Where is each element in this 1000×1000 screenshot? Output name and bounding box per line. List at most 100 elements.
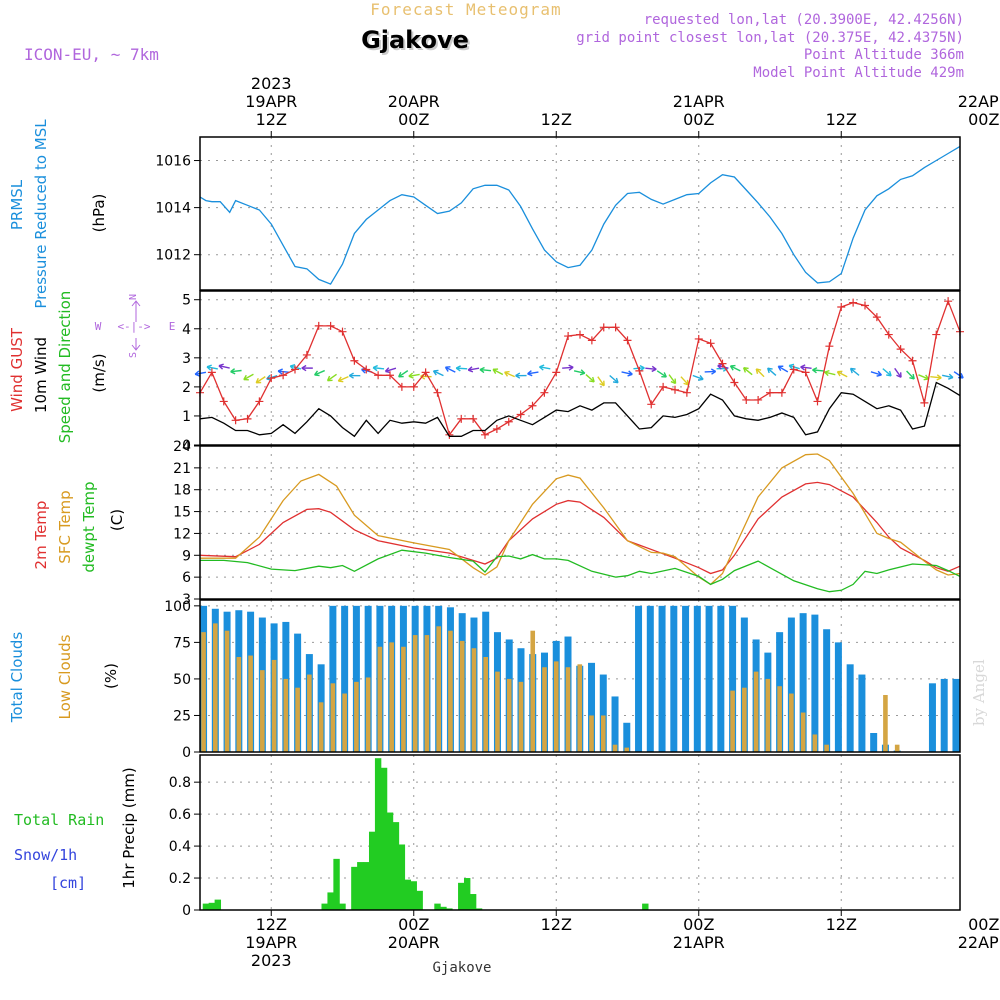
gust-marker: [730, 378, 739, 387]
temp-unit: (C): [108, 509, 126, 531]
total-rain-label: Total Rain: [14, 811, 104, 829]
gust-marker: [659, 382, 668, 391]
ytick-label: 9: [182, 548, 191, 564]
precip-bar: [333, 858, 340, 910]
wind-direction-arrow: [408, 373, 420, 377]
gust-marker: [243, 414, 252, 423]
wind-direction-arrow: [882, 368, 892, 377]
wind-arrow-head: [589, 376, 595, 383]
precip-axis-label: 1hr Precip (mm): [120, 767, 138, 888]
gust-marker: [754, 395, 763, 404]
gust-marker: [682, 388, 691, 397]
low-cloud-bar: [765, 678, 771, 752]
low-cloud-bar: [800, 712, 806, 752]
wind-arrow-head: [948, 373, 954, 380]
wind-direction-arrow: [385, 367, 397, 373]
low-cloud-bar: [412, 635, 418, 752]
ytick-label: 0.4: [169, 839, 191, 855]
bottom-time-label: 12Z: [826, 915, 857, 934]
precip-bar: [475, 908, 483, 910]
wind-direction-arrow: [837, 371, 848, 378]
ytick-label: 21: [173, 461, 191, 477]
total-cloud-bar: [352, 605, 360, 752]
low-cloud-bar: [789, 693, 794, 752]
precip-bar: [404, 879, 412, 910]
wind-arrow-head: [755, 368, 762, 374]
gust-marker: [445, 430, 454, 439]
wind-arrow-head: [698, 374, 704, 381]
low-cloud-bar: [753, 671, 759, 752]
wind-arrow-head: [836, 370, 843, 377]
top-time-label: 19APR: [245, 92, 297, 111]
precip-bar: [357, 862, 364, 910]
wind-direction-arrow: [812, 369, 824, 372]
gust-marker: [528, 401, 537, 410]
bottom-time-label: 19APR: [245, 933, 297, 952]
bottom-caption: Gjakove: [432, 960, 491, 976]
wind-arrow-head: [661, 372, 667, 378]
wind-arrow-head: [515, 372, 521, 379]
wind-direction-arrow: [206, 366, 218, 370]
wind-arrow-head: [218, 363, 224, 370]
wind-direction-arrow: [609, 375, 619, 384]
wind-direction-arrow: [479, 368, 492, 372]
precip-bar: [469, 894, 477, 910]
gust-marker: [861, 301, 869, 310]
total-cloud-bar: [341, 605, 349, 752]
t2m-label: 2m Temp: [32, 501, 50, 570]
gust-marker: [872, 313, 881, 322]
low-cloud-bar: [565, 667, 571, 752]
precip-bar: [339, 903, 346, 910]
gust-marker: [516, 410, 525, 419]
wind-direction-arrow: [573, 370, 585, 374]
dewpt-label: dewpt Temp: [80, 481, 98, 572]
low-cloud-bar: [283, 678, 289, 752]
total-cloud-bar: [870, 733, 878, 752]
gust-marker: [362, 365, 371, 374]
ytick-label: 12: [173, 526, 191, 542]
low-cloud-bar: [236, 657, 242, 752]
wind-arrow-head: [849, 367, 856, 374]
total-cloud-bar: [611, 696, 619, 752]
precip-bar: [386, 812, 394, 910]
precip-bar: [434, 903, 441, 910]
wind-arrow-head: [579, 369, 586, 376]
bottom-time-label: 00Z: [968, 915, 999, 934]
wind-arrow-head: [717, 363, 723, 370]
clouds-frame: [199, 599, 961, 753]
ytick-label: 15: [173, 505, 191, 521]
wind-direction-arrow: [692, 374, 704, 380]
wind-arrow-head: [539, 364, 545, 371]
gust-marker: [469, 414, 478, 423]
gust-marker: [789, 365, 798, 374]
low-cloud-bar: [506, 678, 512, 752]
wind-direction-arrow: [456, 367, 468, 370]
low-cloud-bar: [730, 690, 735, 752]
wind-arrow-head: [612, 377, 619, 384]
wind-arrow-head: [408, 372, 414, 379]
wind-arrow-head: [627, 370, 633, 377]
location-title: Gjakove: [363, 28, 471, 56]
wind-direction-arrow: [314, 369, 325, 376]
prmsl-line: [199, 145, 961, 285]
ytick-label: 1012: [155, 248, 191, 264]
low-cloud-bar: [542, 667, 547, 752]
gust-marker: [433, 388, 442, 397]
forecast-title: Forecast Meteogram: [370, 0, 561, 19]
wind-direction-arrow: [398, 370, 409, 378]
gust-marker: [635, 366, 644, 375]
gust-marker: [623, 336, 632, 345]
ytick-label: 2: [182, 380, 191, 396]
wind-arrow-head: [348, 372, 354, 379]
ytick-label: 0.6: [169, 807, 191, 823]
top-time-label: 00Z: [968, 110, 999, 129]
wind-direction-arrow: [527, 371, 539, 375]
total-clouds-label: Total Clouds: [8, 632, 26, 724]
total-cloud-bar: [670, 605, 678, 752]
watermark: by Angel: [970, 659, 988, 726]
low-cloud-bar: [342, 693, 347, 752]
clouds-unit: (%): [102, 663, 120, 689]
wind-arrow-head: [230, 368, 236, 375]
low-cloud-bar: [424, 635, 430, 752]
requested-coords: requested lon,lat (20.3900E, 42.4256N): [644, 12, 964, 28]
